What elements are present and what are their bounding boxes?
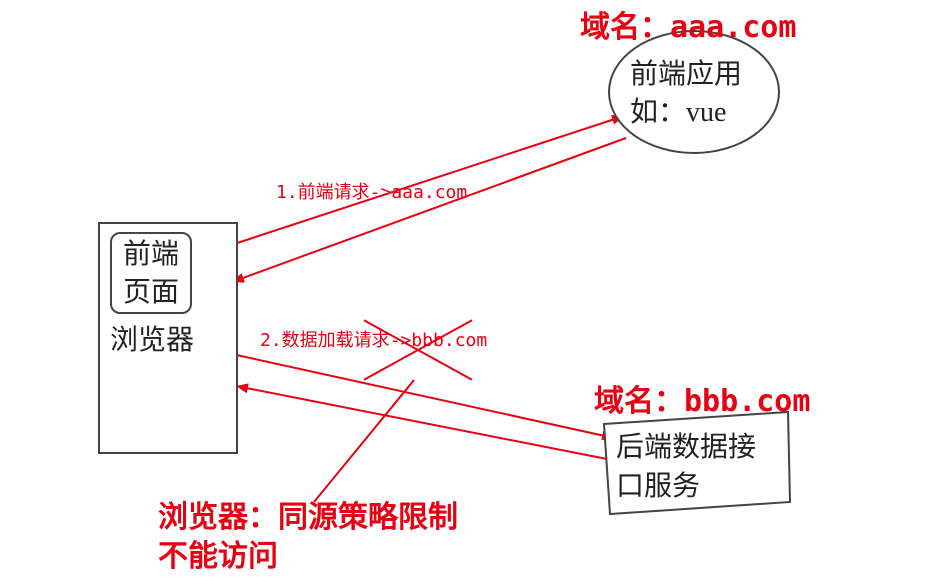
frontend-line2: 如：vue — [630, 97, 726, 128]
browser-title-line2: 页面 — [123, 277, 179, 308]
browser-title-line1: 前端 — [123, 239, 179, 270]
arrow-from-backend — [236, 386, 612, 460]
policy-line2: 不能访问 — [158, 540, 278, 573]
domain-b-label: 域名：bbb.com — [594, 376, 810, 420]
backend-text: 后端数据接 口服务 — [616, 428, 756, 506]
diagram-stage: 前端 页面 浏览器 前端应用 如：vue 后端数据接 口服务 域名：aaa.co… — [0, 0, 938, 584]
arrow-label-2: 2.数据加载请求->bbb.com — [260, 326, 487, 352]
frontend-line1: 前端应用 — [630, 59, 742, 90]
policy-note: 浏览器：同源策略限制 不能访问 — [158, 498, 458, 576]
browser-label: 浏览器 — [110, 318, 194, 358]
domain-a-label: 域名：aaa.com — [580, 2, 796, 46]
arrow-from-frontend — [232, 138, 626, 282]
arrow-to-backend — [232, 354, 614, 438]
backend-line2: 口服务 — [616, 471, 700, 502]
arrow-label-1: 1.前端请求->aaa.com — [276, 178, 467, 204]
note-connector-line — [314, 380, 414, 502]
backend-line1: 后端数据接 — [616, 432, 756, 463]
browser-title-frame: 前端 页面 — [110, 232, 192, 314]
policy-line1: 浏览器：同源策略限制 — [158, 501, 458, 534]
frontend-text: 前端应用 如：vue — [630, 56, 742, 132]
